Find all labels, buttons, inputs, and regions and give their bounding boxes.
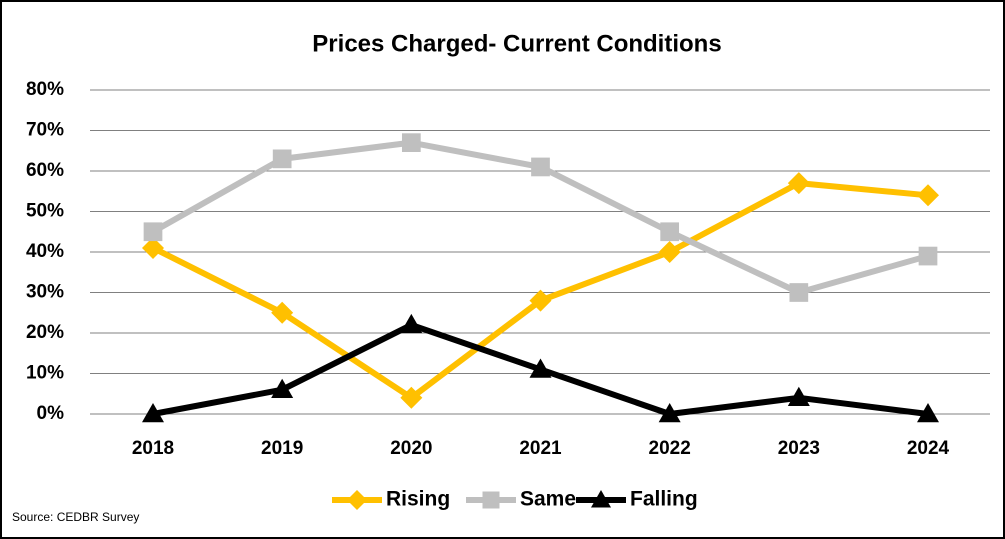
x-tick-label: 2022 xyxy=(649,438,691,459)
legend-label: Falling xyxy=(630,488,698,511)
y-tick-label: 30% xyxy=(26,282,64,303)
data-point xyxy=(787,386,810,407)
source-note: Source: CEDBR Survey xyxy=(12,510,139,524)
data-point xyxy=(142,403,164,423)
y-tick-label: 0% xyxy=(37,403,65,424)
data-point xyxy=(400,313,423,334)
legend-label: Same xyxy=(520,488,576,511)
y-tick-label: 40% xyxy=(26,241,64,262)
data-point xyxy=(658,403,681,423)
data-point xyxy=(531,157,550,177)
x-tick-label: 2020 xyxy=(390,438,432,459)
data-point xyxy=(917,184,939,207)
y-tick-label: 70% xyxy=(26,120,64,141)
x-tick-label: 2019 xyxy=(261,438,303,459)
data-point xyxy=(400,386,423,409)
x-tick-label: 2018 xyxy=(132,438,174,459)
data-point xyxy=(529,358,552,378)
data-point xyxy=(272,149,292,169)
y-tick-label: 60% xyxy=(26,160,64,181)
legend-label: Rising xyxy=(386,488,450,511)
data-point xyxy=(918,246,938,266)
y-tick-label: 20% xyxy=(26,322,64,343)
data-point xyxy=(143,222,163,242)
y-tick-label: 80% xyxy=(26,79,64,100)
data-point xyxy=(789,283,809,302)
data-point xyxy=(658,241,681,263)
data-point xyxy=(917,403,939,423)
data-point xyxy=(347,490,367,510)
data-point xyxy=(271,378,294,398)
x-tick-label: 2023 xyxy=(778,438,820,459)
data-point xyxy=(482,491,500,509)
chart-title: Prices Charged- Current Conditions xyxy=(312,30,721,57)
data-point xyxy=(529,289,552,312)
data-point xyxy=(401,133,421,152)
y-tick-label: 50% xyxy=(26,201,64,222)
data-point xyxy=(591,490,611,508)
data-point xyxy=(142,236,164,259)
data-point xyxy=(787,172,810,195)
data-point xyxy=(271,301,294,324)
x-tick-label: 2021 xyxy=(519,438,562,459)
x-tick-label: 2024 xyxy=(907,438,950,459)
data-point xyxy=(660,222,680,242)
y-tick-label: 10% xyxy=(26,363,64,384)
